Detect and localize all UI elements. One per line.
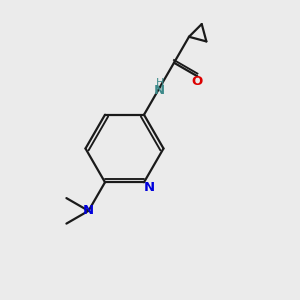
Text: O: O [192,75,203,88]
Text: H: H [156,78,165,88]
Text: N: N [153,84,165,97]
Text: N: N [83,204,94,218]
Text: N: N [144,181,155,194]
